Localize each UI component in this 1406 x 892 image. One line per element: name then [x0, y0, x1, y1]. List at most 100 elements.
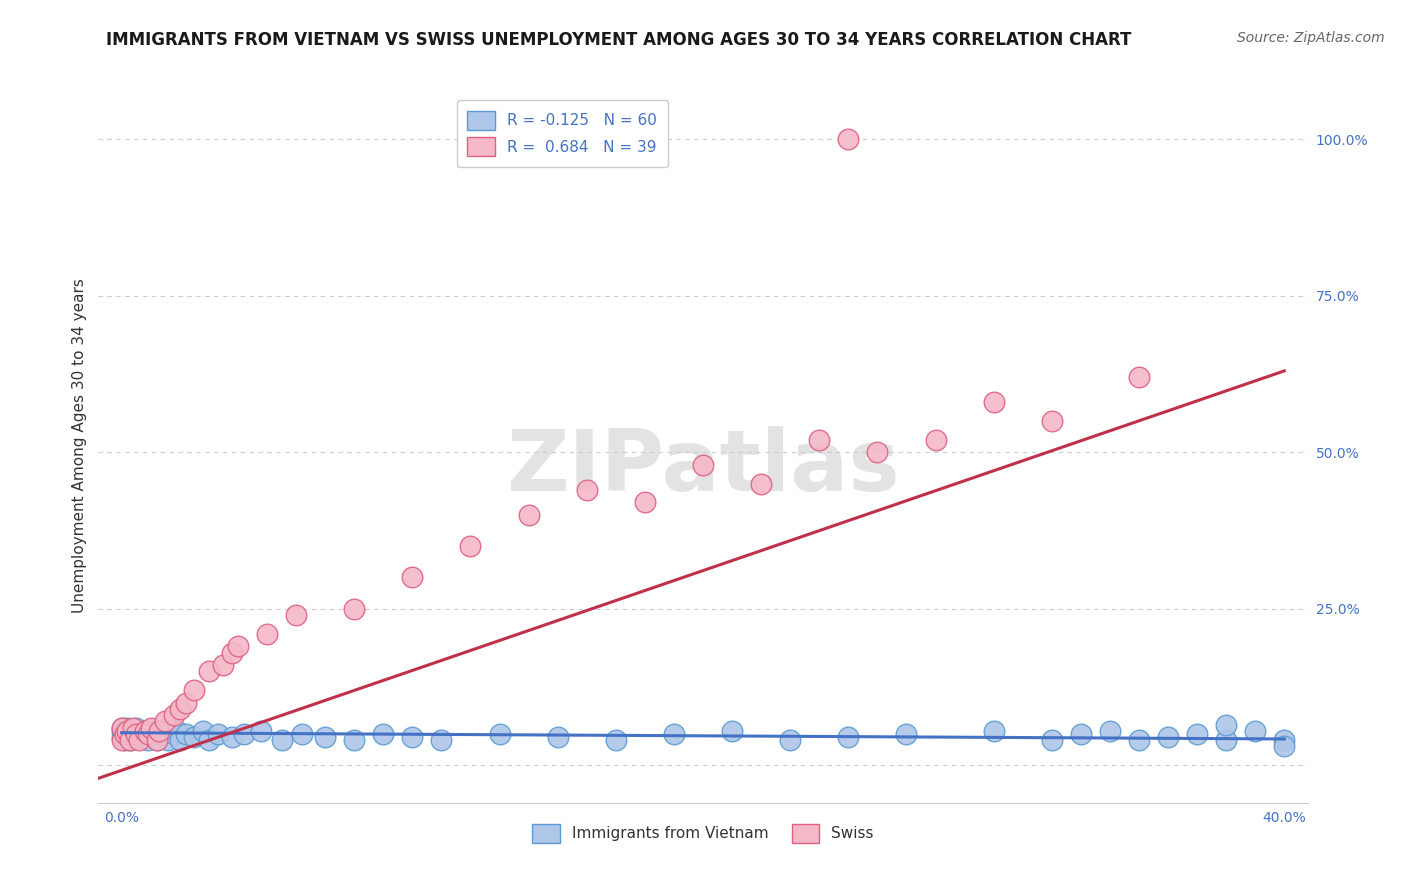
Point [198, 665, 221, 679]
Point [1128, 733, 1150, 747]
Point [270, 733, 292, 747]
Legend: Immigrants from Vietnam, Swiss: Immigrants from Vietnam, Swiss [526, 818, 880, 848]
Point [145, 733, 167, 747]
Point [111, 723, 134, 738]
Point [291, 727, 314, 741]
Point [1098, 723, 1121, 738]
Point [221, 730, 243, 744]
Point [169, 733, 191, 747]
Point [155, 723, 177, 738]
Point [605, 733, 627, 747]
Point [120, 723, 142, 738]
Point [111, 733, 134, 747]
Point [122, 727, 145, 741]
Point [145, 733, 167, 747]
Point [721, 723, 744, 738]
Point [183, 730, 205, 744]
Point [114, 733, 136, 747]
Point [166, 723, 188, 738]
Point [547, 730, 569, 744]
Point [924, 433, 946, 447]
Point [232, 727, 254, 741]
Point [1040, 414, 1063, 428]
Point [131, 730, 153, 744]
Point [191, 723, 214, 738]
Point [139, 727, 162, 741]
Point [111, 721, 134, 735]
Text: ZIPatlas: ZIPatlas [506, 425, 900, 509]
Point [1215, 717, 1237, 731]
Point [117, 723, 139, 738]
Point [1215, 733, 1237, 747]
Point [111, 730, 134, 744]
Point [207, 727, 229, 741]
Point [198, 733, 221, 747]
Point [749, 476, 772, 491]
Point [517, 508, 540, 522]
Point [662, 727, 685, 741]
Point [134, 723, 156, 738]
Point [157, 733, 180, 747]
Point [148, 727, 170, 741]
Point [1272, 739, 1295, 754]
Point [142, 723, 165, 738]
Point [401, 570, 423, 584]
Point [120, 733, 142, 747]
Point [136, 727, 159, 741]
Point [155, 714, 177, 729]
Point [1244, 723, 1267, 738]
Point [1070, 727, 1092, 741]
Point [314, 730, 336, 744]
Point [128, 733, 150, 747]
Point [148, 723, 170, 738]
Point [134, 723, 156, 738]
Text: IMMIGRANTS FROM VIETNAM VS SWISS UNEMPLOYMENT AMONG AGES 30 TO 34 YEARS CORRELAT: IMMIGRANTS FROM VIETNAM VS SWISS UNEMPLO… [105, 31, 1132, 49]
Point [114, 727, 136, 741]
Point [460, 539, 482, 553]
Point [1272, 733, 1295, 747]
Point [692, 458, 714, 472]
Point [163, 708, 186, 723]
Point [174, 696, 197, 710]
Point [373, 727, 395, 741]
Point [136, 733, 159, 747]
Point [221, 646, 243, 660]
Y-axis label: Unemployment Among Ages 30 to 34 years: Unemployment Among Ages 30 to 34 years [72, 278, 87, 614]
Point [125, 730, 148, 744]
Point [983, 395, 1005, 409]
Point [1157, 730, 1180, 744]
Point [139, 721, 162, 735]
Point [125, 727, 148, 741]
Point [983, 723, 1005, 738]
Point [117, 721, 139, 735]
Point [114, 723, 136, 738]
Point [183, 683, 205, 698]
Point [1185, 727, 1208, 741]
Point [285, 607, 308, 622]
Point [866, 445, 889, 459]
Point [163, 727, 186, 741]
Point [1040, 733, 1063, 747]
Point [174, 727, 197, 741]
Point [837, 132, 859, 146]
Point [125, 721, 148, 735]
Point [226, 640, 249, 654]
Point [575, 483, 598, 497]
Point [256, 627, 278, 641]
Point [343, 733, 366, 747]
Point [634, 495, 657, 509]
Point [120, 733, 142, 747]
Point [488, 727, 510, 741]
Point [212, 658, 235, 673]
Point [122, 721, 145, 735]
Point [117, 727, 139, 741]
Point [1128, 370, 1150, 384]
Text: Source: ZipAtlas.com: Source: ZipAtlas.com [1237, 31, 1385, 45]
Point [808, 433, 831, 447]
Point [169, 702, 191, 716]
Point [430, 733, 453, 747]
Point [837, 730, 859, 744]
Point [250, 723, 273, 738]
Point [401, 730, 423, 744]
Point [111, 721, 134, 735]
